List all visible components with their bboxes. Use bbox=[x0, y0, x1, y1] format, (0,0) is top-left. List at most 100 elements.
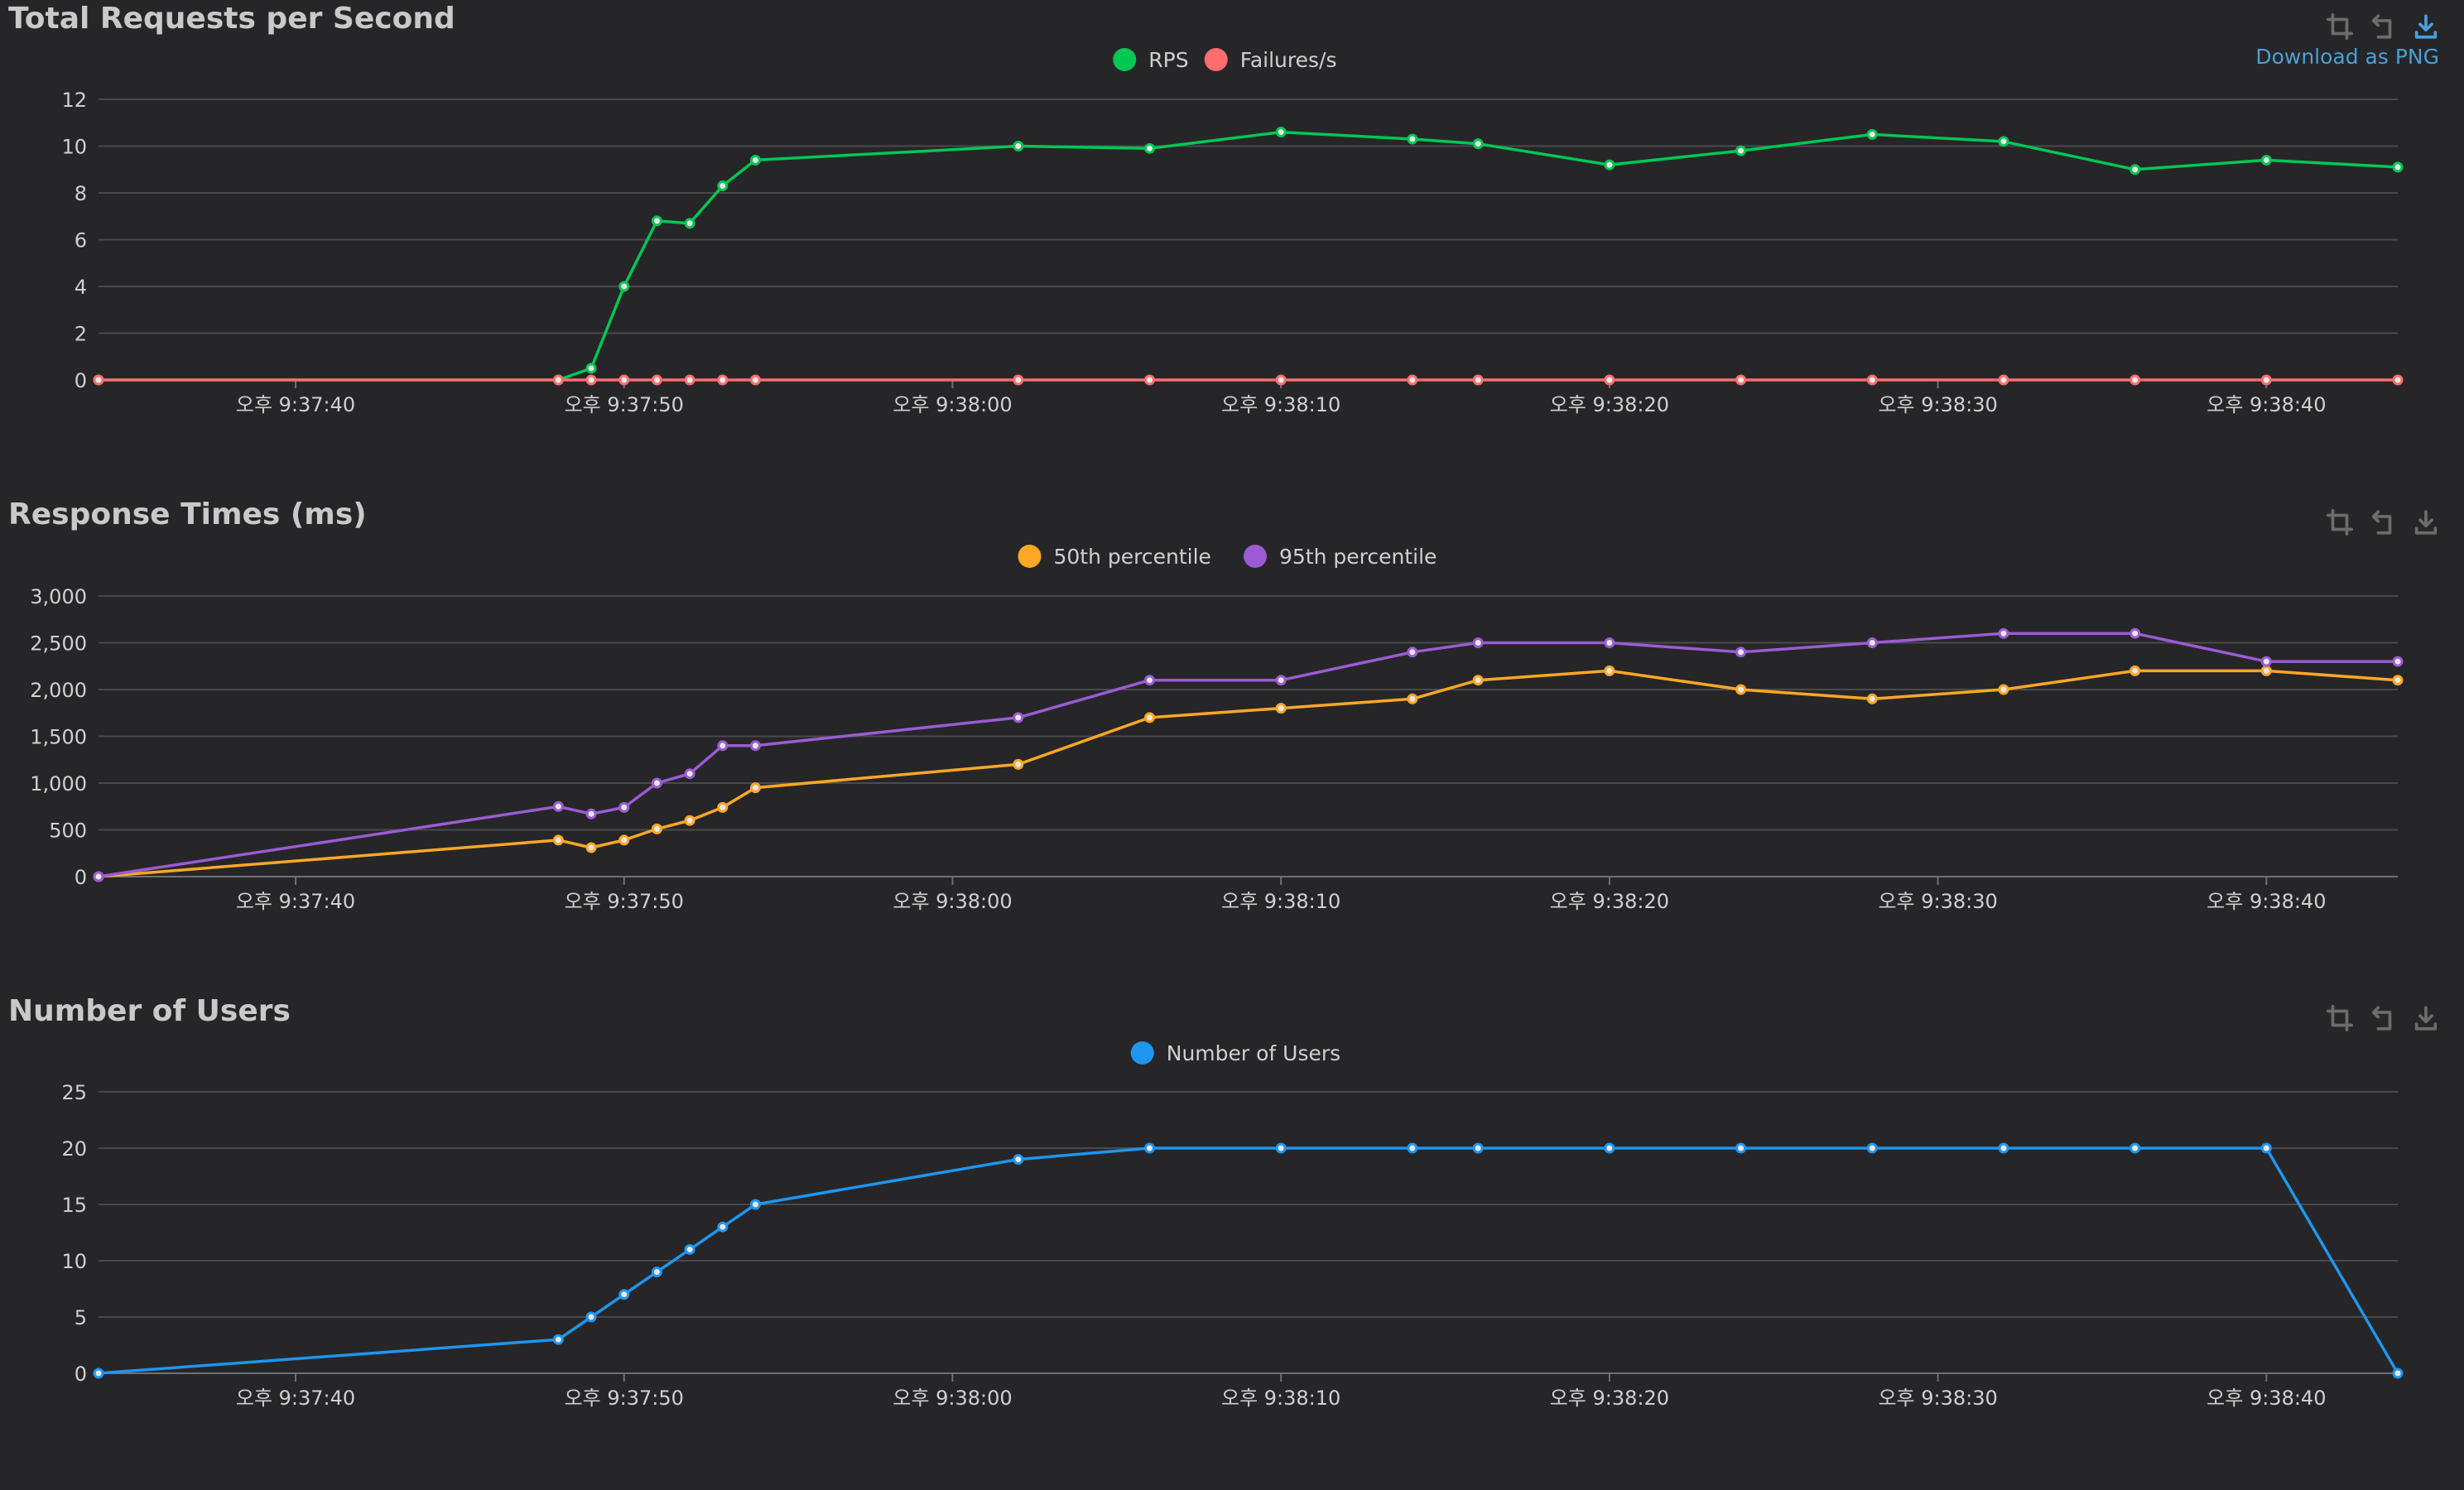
rps-zoom-button[interactable] bbox=[2323, 10, 2356, 43]
data-point bbox=[93, 1367, 104, 1379]
data-point bbox=[1275, 675, 1287, 686]
y-tick-label: 0 bbox=[75, 369, 87, 392]
users-toolbox bbox=[2323, 1002, 2442, 1035]
data-point bbox=[1472, 138, 1484, 150]
data-point bbox=[749, 374, 761, 386]
x-tick-label: 오후 9:37:40 bbox=[236, 393, 355, 416]
data-point bbox=[1735, 1142, 1747, 1154]
rps-save-button[interactable] bbox=[2409, 10, 2442, 43]
users-panel-title: Number of Users bbox=[8, 994, 291, 1028]
y-tick-label: 15 bbox=[61, 1194, 87, 1217]
y-tick-label: 500 bbox=[49, 820, 87, 843]
chart-2: 0 5 10 15 20 25 오후 9:37:40 오후 9:37:50 오후 9:38:00… bbox=[61, 1041, 2404, 1410]
y-tick-label: 0 bbox=[75, 1363, 87, 1386]
data-point bbox=[1472, 374, 1484, 386]
users-restore-button[interactable] bbox=[2366, 1002, 2399, 1035]
data-point bbox=[749, 782, 761, 794]
data-point bbox=[1013, 1154, 1024, 1166]
users-save-button[interactable] bbox=[2409, 1002, 2442, 1035]
data-point bbox=[684, 1243, 695, 1255]
restore-icon bbox=[2371, 510, 2392, 535]
x-tick-label: 오후 9:38:00 bbox=[893, 1387, 1012, 1410]
data-point bbox=[585, 842, 597, 853]
y-tick-label: 8 bbox=[75, 182, 87, 205]
data-point bbox=[651, 374, 662, 386]
legend-label: 50th percentile bbox=[1054, 545, 1211, 569]
data-point bbox=[1275, 127, 1287, 138]
y-tick-label: 20 bbox=[61, 1137, 87, 1161]
legend-marker bbox=[1204, 48, 1228, 71]
x-tick-label: 오후 9:38:10 bbox=[1221, 890, 1340, 913]
x-tick-label: 오후 9:38:10 bbox=[1221, 393, 1340, 416]
data-point bbox=[2130, 164, 2141, 175]
series-line bbox=[98, 1146, 2399, 1375]
legend-label: RPS bbox=[1148, 48, 1188, 72]
data-point bbox=[618, 374, 630, 386]
data-point bbox=[1866, 374, 1878, 386]
x-tick-label: 오후 9:37:50 bbox=[565, 890, 684, 913]
data-point bbox=[552, 834, 564, 846]
y-tick-label: 5 bbox=[75, 1306, 87, 1329]
data-point bbox=[1143, 1142, 1155, 1154]
users-zoom-button[interactable] bbox=[2323, 1002, 2356, 1035]
y-tick-label: 10 bbox=[61, 1250, 87, 1273]
data-point bbox=[717, 740, 729, 752]
data-point bbox=[552, 800, 564, 812]
data-point bbox=[717, 801, 729, 813]
data-point bbox=[585, 1311, 597, 1323]
series-line bbox=[98, 632, 2398, 878]
legend-marker bbox=[1244, 545, 1267, 568]
data-point bbox=[1998, 1142, 2009, 1154]
x-tick-label: 오후 9:38:40 bbox=[2207, 1387, 2326, 1410]
data-point bbox=[2392, 1367, 2404, 1379]
zoom-select-icon bbox=[2326, 1004, 2354, 1032]
data-point bbox=[93, 871, 104, 882]
data-point bbox=[618, 801, 630, 813]
data-point bbox=[1866, 128, 1878, 140]
data-point bbox=[1866, 637, 1878, 648]
legend-marker bbox=[1113, 48, 1137, 71]
response-times-save-button[interactable] bbox=[2409, 506, 2442, 539]
data-point bbox=[749, 154, 761, 166]
data-point bbox=[1275, 703, 1287, 714]
data-point bbox=[2260, 374, 2272, 386]
data-point bbox=[1407, 374, 1418, 386]
data-point bbox=[2392, 656, 2404, 667]
x-tick-label: 오후 9:38:00 bbox=[893, 393, 1012, 416]
data-point bbox=[2392, 675, 2404, 686]
data-point bbox=[585, 363, 597, 374]
data-point bbox=[651, 777, 662, 789]
data-point bbox=[749, 1199, 761, 1210]
save-as-png-label: Download as PNG bbox=[2255, 45, 2439, 69]
series-line bbox=[98, 669, 2399, 878]
series-line bbox=[99, 130, 2399, 382]
response-times-zoom-button[interactable] bbox=[2323, 506, 2356, 539]
data-point bbox=[1013, 374, 1024, 386]
x-tick-label: 오후 9:38:30 bbox=[1878, 1387, 1997, 1410]
rps-panel-title: Total Requests per Second bbox=[8, 2, 455, 36]
x-tick-label: 오후 9:37:50 bbox=[565, 1387, 684, 1410]
data-point bbox=[1998, 627, 2009, 639]
x-tick-label: 오후 9:38:30 bbox=[1878, 890, 1997, 913]
rps-restore-button[interactable] bbox=[2366, 10, 2399, 43]
data-point bbox=[618, 1289, 630, 1300]
data-point bbox=[717, 374, 729, 386]
response-times-restore-button[interactable] bbox=[2366, 506, 2399, 539]
y-tick-label: 0 bbox=[75, 866, 87, 889]
data-point bbox=[717, 180, 729, 192]
download-icon bbox=[2414, 1006, 2438, 1031]
data-point bbox=[618, 834, 630, 846]
data-point bbox=[2260, 665, 2272, 676]
zoom-select-icon bbox=[2326, 508, 2354, 536]
response-times-panel-title: Response Times (ms) bbox=[8, 497, 367, 531]
data-point bbox=[1143, 374, 1155, 386]
y-tick-label: 4 bbox=[75, 276, 87, 299]
data-point bbox=[1407, 1142, 1418, 1154]
legend-label: Number of Users bbox=[1167, 1041, 1340, 1065]
response-times-toolbox bbox=[2323, 506, 2442, 539]
data-point bbox=[1866, 693, 1878, 704]
legend-marker bbox=[1018, 545, 1042, 568]
rps-toolbox bbox=[2323, 10, 2442, 43]
data-point bbox=[1604, 637, 1615, 648]
